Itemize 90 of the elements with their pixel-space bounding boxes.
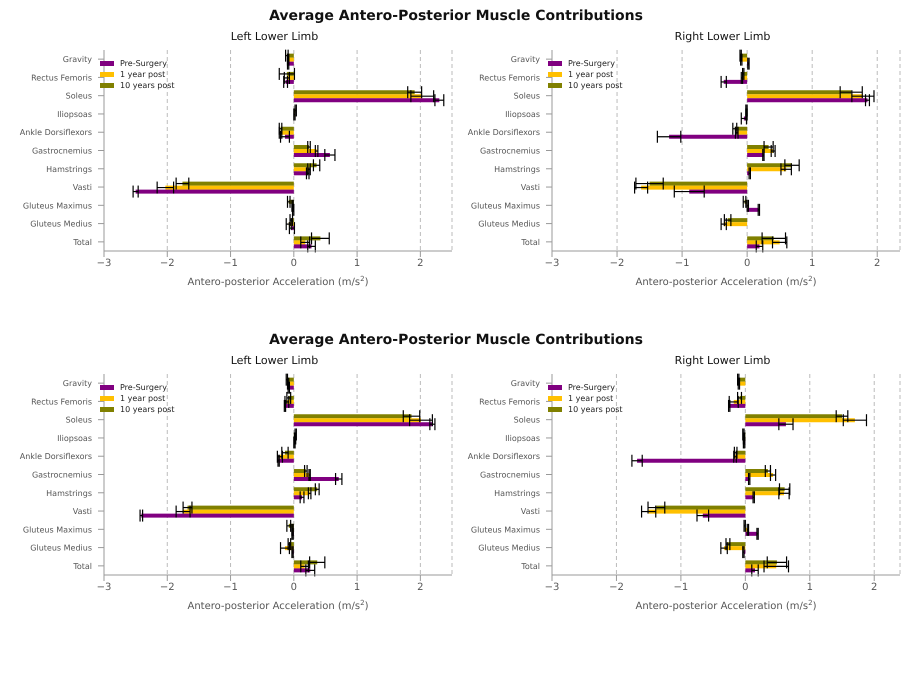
y-tick-label: Gluteus Medius xyxy=(478,544,540,553)
y-tick-label: Gravity xyxy=(510,55,540,64)
x-tick-label: −2 xyxy=(160,582,175,594)
y-tick-label: Gastrocnemius xyxy=(480,146,540,156)
y-tick-label: Gastrocnemius xyxy=(32,470,92,480)
x-tick-label: −1 xyxy=(223,258,238,270)
y-tick-label: Total xyxy=(520,238,540,247)
y-tick-label: Ankle Dorsiflexors xyxy=(468,128,540,138)
y-tick-label: Ankle Dorsiflexors xyxy=(20,452,92,462)
x-tick-label: 2 xyxy=(417,582,424,594)
x-tick-label: −3 xyxy=(96,258,112,270)
y-tick-label: Gluteus Medius xyxy=(478,220,540,229)
y-tick-label: Vasti xyxy=(72,507,92,516)
y-tick-label: Iliopsoas xyxy=(57,434,92,443)
y-tick-label: Gluteus Medius xyxy=(30,220,92,229)
legend-label: 10 years post xyxy=(568,405,623,414)
legend-label: Pre-Surgery xyxy=(120,383,167,392)
x-tick-label: −3 xyxy=(544,258,560,270)
y-tick-label: Gluteus Medius xyxy=(30,544,92,553)
x-tick-label: 2 xyxy=(874,258,880,270)
x-tick-label: −2 xyxy=(160,258,175,270)
legend-label: 1 year post xyxy=(568,70,614,79)
y-tick-label: Vasti xyxy=(520,507,540,516)
x-tick-label: 1 xyxy=(354,582,360,594)
y-tick-label: Total xyxy=(520,562,540,571)
x-tick-label: 0 xyxy=(290,258,298,270)
y-tick-label: Rectus Femoris xyxy=(479,397,540,406)
y-tick-label: Hamstrings xyxy=(494,164,540,174)
legend-label: 10 years post xyxy=(568,81,623,90)
y-tick-label: Hamstrings xyxy=(46,488,92,498)
legend-label: 10 years post xyxy=(120,405,175,414)
y-tick-label: Total xyxy=(72,562,92,571)
legend-label: 1 year post xyxy=(120,70,166,79)
y-tick-label: Iliopsoas xyxy=(57,110,92,119)
y-tick-label: Rectus Femoris xyxy=(31,397,92,406)
x-tick-label: −1 xyxy=(223,582,238,594)
chart-title: Left Lower Limb xyxy=(230,354,320,369)
y-tick-label: Ankle Dorsiflexors xyxy=(20,128,92,138)
y-tick-label: Iliopsoas xyxy=(505,434,540,443)
x-tick-label: 2 xyxy=(417,258,424,270)
y-tick-label: Total xyxy=(72,238,92,247)
y-tick-label: Ankle Dorsiflexors xyxy=(468,452,540,462)
text: Average Antero-Posterior Muscle Contributions xyxy=(269,8,643,24)
x-tick-label: 1 xyxy=(809,258,816,270)
y-tick-label: Gastrocnemius xyxy=(32,146,92,156)
y-tick-label: Gastrocnemius xyxy=(480,470,540,480)
x-tick-label: 0 xyxy=(744,258,750,270)
y-tick-label: Gravity xyxy=(62,55,92,64)
legend-label: Pre-Surgery xyxy=(120,59,167,68)
x-axis-title: Antero-posterior Acceleration (m/s$^{2}$) xyxy=(635,599,817,612)
x-tick-label: 0 xyxy=(290,582,298,594)
x-tick-label: 1 xyxy=(354,258,360,270)
y-tick-label: Gluteus Maximus xyxy=(22,525,92,534)
x-tick-label: −2 xyxy=(610,258,624,270)
text: Average Antero-Posterior Muscle Contributions xyxy=(269,332,643,348)
y-tick-label: Iliopsoas xyxy=(505,110,540,119)
y-tick-label: Soleus xyxy=(66,92,92,101)
y-tick-label: Soleus xyxy=(66,416,92,425)
legend-label: 10 years post xyxy=(120,81,175,90)
y-tick-label: Vasti xyxy=(520,183,540,192)
x-tick-label: −3 xyxy=(544,582,560,594)
x-axis-title: Antero-posterior Acceleration (m/s$^{2}$) xyxy=(187,599,369,612)
y-tick-label: Gluteus Maximus xyxy=(470,525,540,534)
y-tick-label: Gluteus Maximus xyxy=(22,201,92,210)
x-tick-label: 2 xyxy=(871,582,878,594)
legend-label: 1 year post xyxy=(120,394,166,403)
x-axis-title: Antero-posterior Acceleration (m/s$^{2}$) xyxy=(187,275,369,288)
y-tick-label: Gravity xyxy=(510,379,540,388)
x-tick-label: −2 xyxy=(609,582,624,594)
y-tick-label: Vasti xyxy=(72,183,92,192)
legend-label: Pre-Surgery xyxy=(568,383,615,392)
x-axis-title: Antero-posterior Acceleration (m/s$^{2}$) xyxy=(635,275,817,288)
x-tick-label: −3 xyxy=(96,582,112,594)
y-tick-label: Soleus xyxy=(514,92,540,101)
y-tick-label: Hamstrings xyxy=(494,488,540,498)
x-tick-label: 1 xyxy=(806,582,813,594)
y-tick-label: Gluteus Maximus xyxy=(470,201,540,210)
chart-title: Left Lower Limb xyxy=(230,30,320,45)
y-tick-label: Rectus Femoris xyxy=(479,73,540,82)
x-tick-label: −1 xyxy=(674,258,690,270)
x-tick-label: 0 xyxy=(742,582,749,594)
chart-title: Right Lower Limb xyxy=(674,30,772,45)
legend-label: Pre-Surgery xyxy=(568,59,615,68)
y-tick-label: Hamstrings xyxy=(46,164,92,174)
x-tick-label: −1 xyxy=(674,582,688,594)
y-tick-label: Gravity xyxy=(62,379,92,388)
y-tick-label: Rectus Femoris xyxy=(31,73,92,82)
legend-label: 1 year post xyxy=(568,394,614,403)
chart-title: Right Lower Limb xyxy=(674,354,772,369)
y-tick-label: Soleus xyxy=(514,416,540,425)
